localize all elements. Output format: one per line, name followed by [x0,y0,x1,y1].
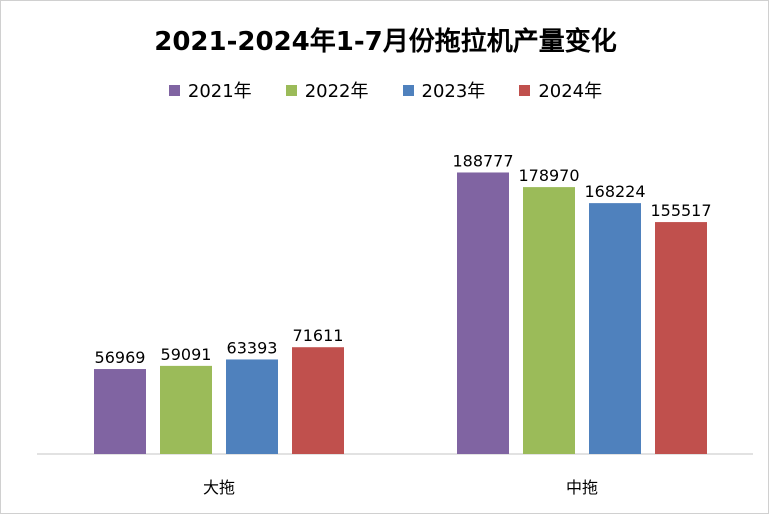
chart-title: 2021-2024年1-7月份拖拉机产量变化 [154,27,617,57]
data-label-1-0: 188777 [452,151,513,170]
bar-0-0 [94,369,146,454]
bar-1-0 [457,172,509,454]
legend-item-2022: 2022年 [285,77,369,103]
category-label-1: 中拖 [566,478,598,497]
bar-1-1 [523,187,575,454]
legend-label-2023: 2023年 [421,81,486,102]
data-label-0-2: 63393 [227,338,278,357]
legend-label-2024: 2024年 [538,81,603,102]
legend-label-2022: 2022年 [304,81,369,102]
legend-item-2021: 2021年 [168,77,252,103]
bar-0-3 [292,347,344,454]
data-label-0-0: 56969 [95,348,146,367]
legend-item-2024: 2024年 [519,77,602,103]
chart-legend: 2021年 2022年 2023年 2024年 [1,77,769,103]
category-label-0: 大拖 [203,478,235,497]
legend-label-2021: 2021年 [187,81,252,102]
bar-0-2 [226,359,278,454]
data-label-1-3: 155517 [650,201,711,220]
legend-item-2023: 2023年 [402,77,486,103]
legend-swatch-2022 [285,84,297,96]
bar-1-2 [589,203,641,454]
data-label-0-1: 59091 [161,345,212,364]
data-label-1-1: 178970 [518,166,579,185]
legend-swatch-2021 [168,84,180,96]
data-label-1-2: 168224 [584,182,645,201]
legend-swatch-2023 [402,84,414,96]
bar-1-3 [655,222,707,454]
legend-swatch-2024 [519,84,531,96]
bar-0-1 [160,365,212,454]
data-label-0-3: 71611 [293,326,344,345]
